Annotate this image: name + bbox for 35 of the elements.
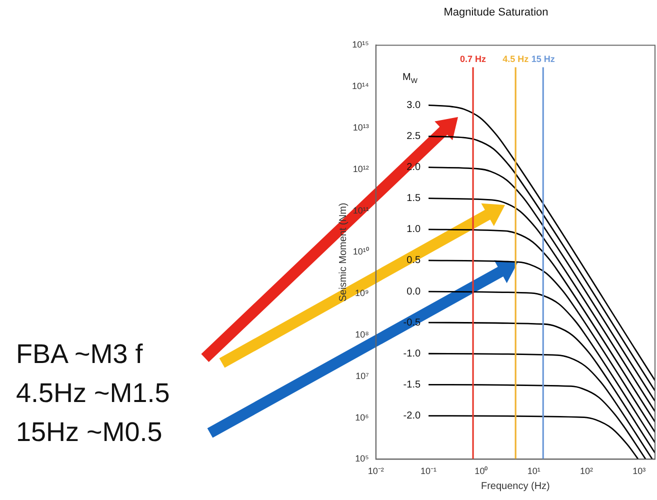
- y-tick-label: 10⁵: [355, 454, 370, 464]
- y-tick-label: 10⁷: [356, 370, 369, 381]
- series-label: 1.5: [406, 193, 421, 204]
- x-tick-label: 10⁻¹: [420, 466, 437, 476]
- y-tick-label: 10¹⁴: [352, 81, 370, 92]
- x-tick-label: 10⁰: [474, 466, 488, 476]
- series-label: 0.0: [406, 286, 421, 298]
- x-tick-label: 10³: [632, 466, 646, 476]
- x-axis-title: Frequency (Hz): [480, 480, 550, 492]
- y-tick-label: 10¹⁰: [352, 246, 369, 257]
- ref-line-label: 15 Hz: [531, 54, 556, 64]
- x-tick-label: 10¹: [527, 466, 540, 476]
- y-tick-label: 10⁸: [355, 329, 370, 340]
- series-label: -0.5: [403, 317, 421, 328]
- y-axis-title: Seismic Moment (Nm): [338, 202, 349, 302]
- x-tick-label: 10⁻²: [368, 466, 384, 476]
- y-tick-label: 10¹⁵: [352, 40, 370, 50]
- text: 15Hz ~M0.5: [16, 416, 164, 449]
- text: FBA ~M3 f: [16, 338, 144, 371]
- x-tick-label: 10²: [580, 466, 593, 476]
- series-label: -1.0: [403, 348, 421, 360]
- y-tick-label: 10¹³: [352, 122, 369, 132]
- text: 4.5Hz ~M1.5: [16, 377, 170, 410]
- y-tick-label: 10¹²: [352, 164, 369, 174]
- ref-line-label: 0.7 Hz: [460, 54, 487, 64]
- series-label: 2.5: [406, 131, 421, 142]
- series-label: -1.5: [403, 379, 421, 390]
- series-label: -2.0: [403, 410, 421, 422]
- y-tick-label: 10⁶: [355, 412, 370, 422]
- y-tick-label: 10⁹: [355, 288, 370, 298]
- series-label: 3.0: [406, 100, 421, 111]
- series-label: 1.0: [406, 224, 421, 236]
- chart-title: Magnitude Saturation: [444, 6, 548, 19]
- ref-line-label: 4.5 Hz: [502, 54, 530, 64]
- y-tick-label: 10¹¹: [352, 205, 369, 216]
